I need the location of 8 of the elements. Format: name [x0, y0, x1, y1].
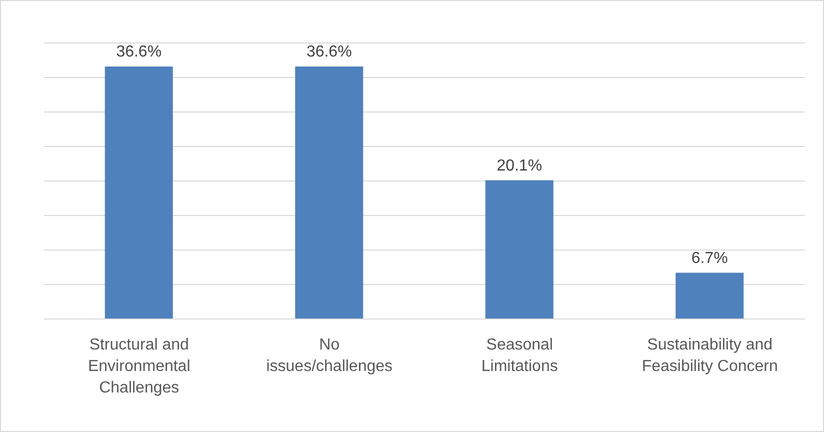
data-label: 36.6%: [116, 43, 162, 60]
data-label: 6.7%: [691, 250, 728, 267]
data-label: 20.1%: [496, 157, 542, 174]
x-tick-label: Structural and Environmental Challenges: [88, 336, 190, 397]
x-tick-label: Seasonal Limitations: [481, 336, 558, 375]
x-tick-label: No issues/challenges: [266, 336, 393, 375]
data-label: 36.6%: [306, 43, 352, 60]
x-tick-label: Sustainability and Feasibility Concern: [642, 336, 778, 375]
